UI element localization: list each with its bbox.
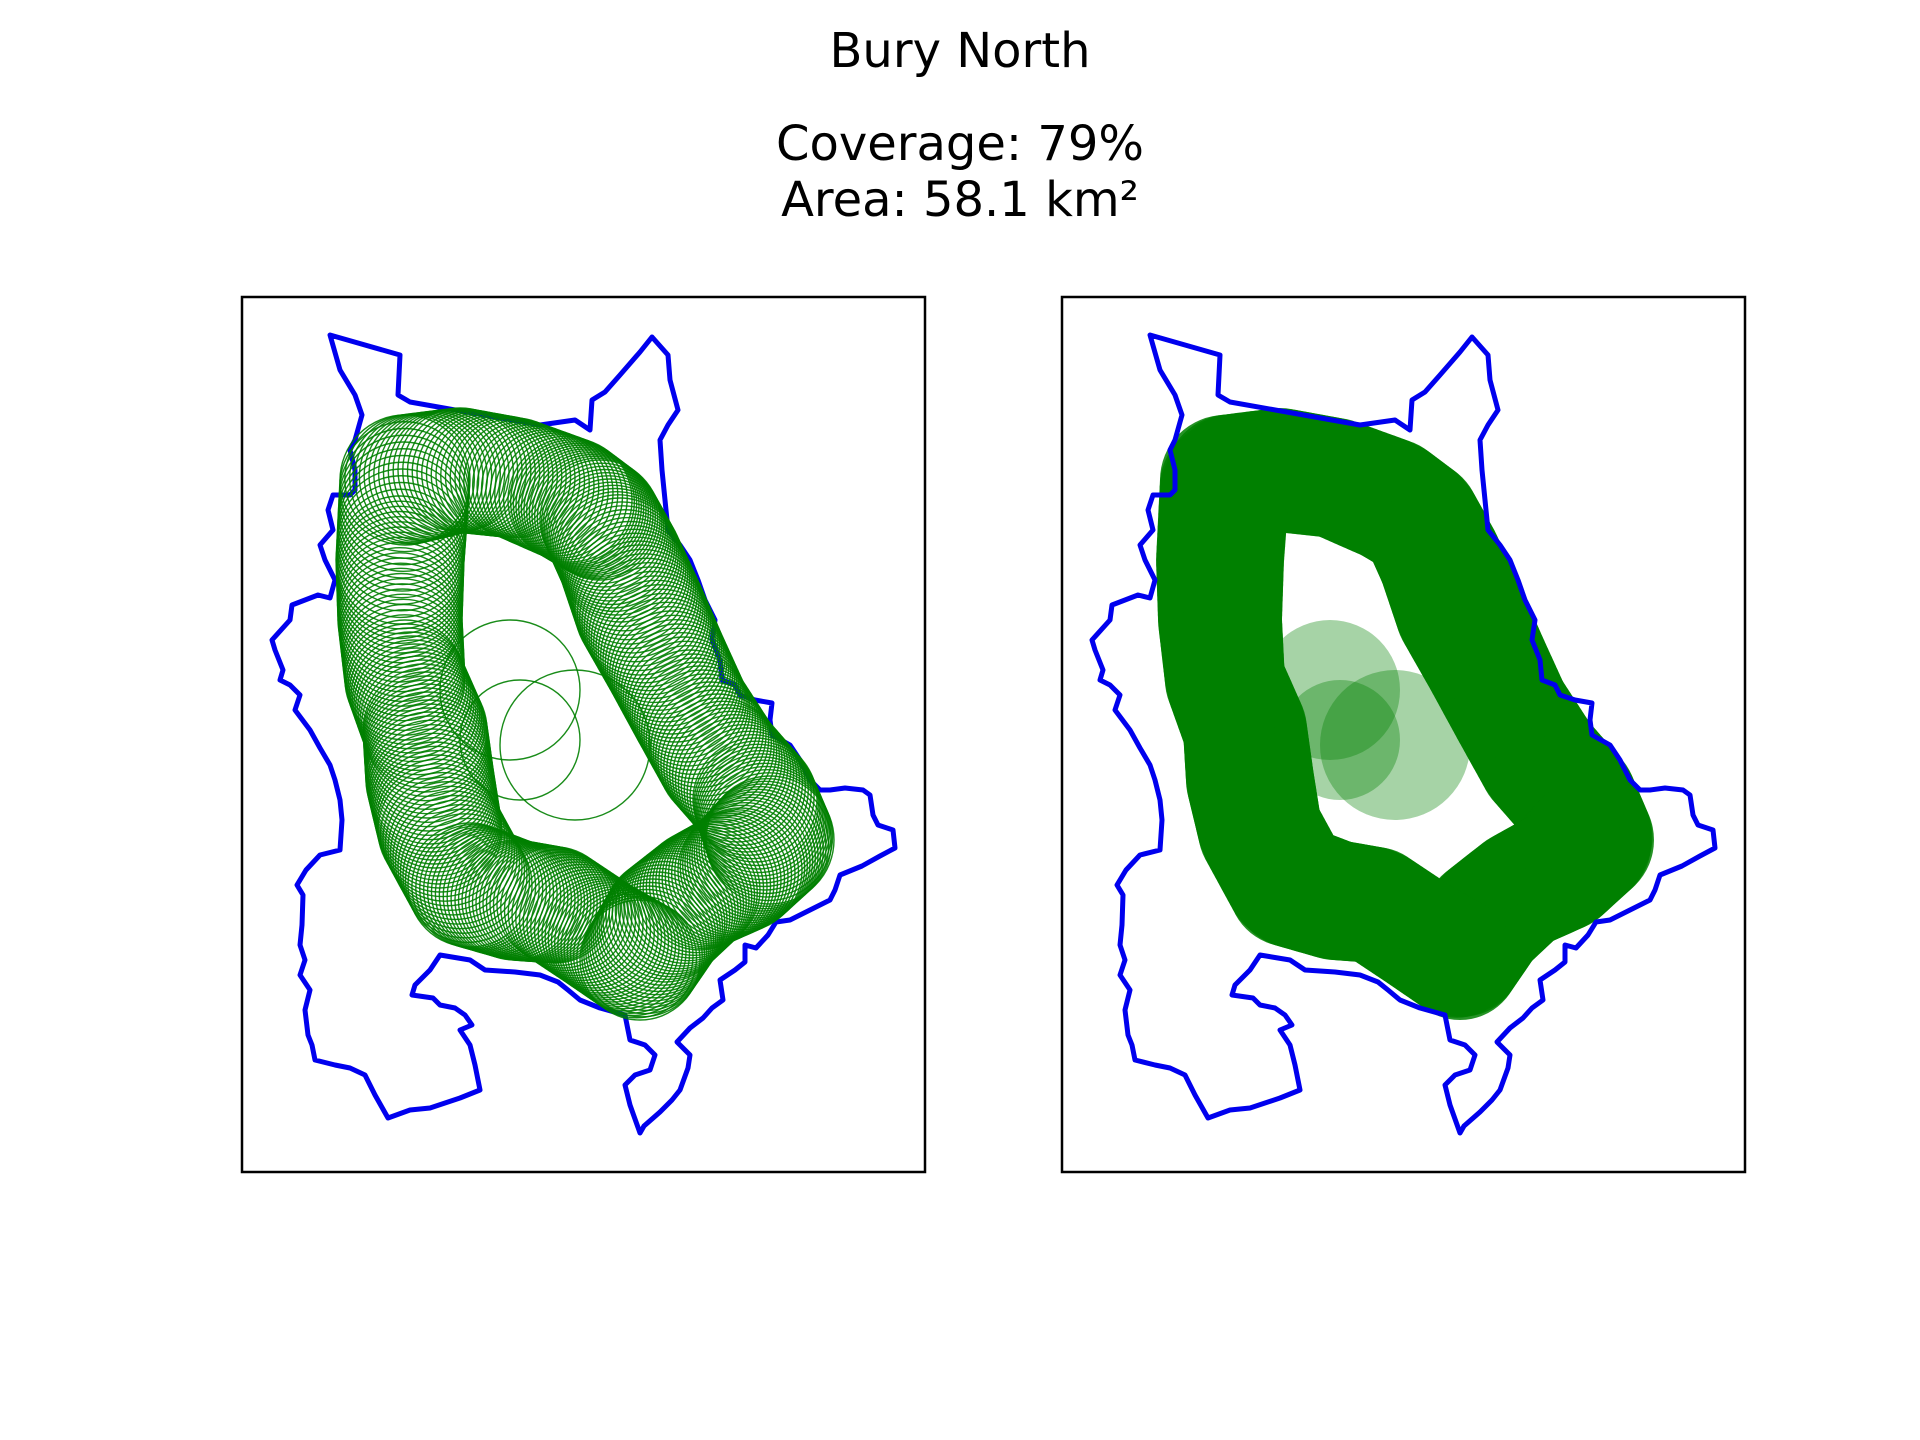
coverage-ring xyxy=(695,746,822,874)
coverage-ring xyxy=(626,838,750,962)
coverage-ring xyxy=(562,512,691,641)
coverage-ring xyxy=(411,823,537,949)
coverage-ring xyxy=(666,707,792,833)
coverage-ring xyxy=(692,737,818,863)
coverage-ring xyxy=(530,868,648,987)
coverage-ring xyxy=(528,451,652,575)
coverage-ring xyxy=(689,733,815,860)
coverage-ring xyxy=(643,673,767,797)
coverage-ring xyxy=(620,843,745,967)
coverage-disc-inner xyxy=(1260,620,1400,760)
constituency-boundary-right xyxy=(1089,332,1718,1136)
coverage-ring xyxy=(350,635,474,759)
coverage-disc xyxy=(1159,421,1290,552)
coverage-disc-inner xyxy=(1320,670,1470,820)
coverage-ring-inner xyxy=(499,669,651,821)
coverage-ring xyxy=(533,871,652,989)
coverage-ring xyxy=(509,439,636,565)
coverage-ring xyxy=(567,524,697,654)
coverage-ring xyxy=(531,453,654,577)
coverage-ring xyxy=(520,446,645,571)
coverage-ring xyxy=(498,433,624,559)
coverage-ring xyxy=(627,644,749,767)
coverage-ring xyxy=(631,653,754,776)
coverage-ring xyxy=(588,881,712,1005)
coverage-ring xyxy=(663,703,789,830)
panel-right-filled xyxy=(1060,295,1747,1174)
coverage-ring xyxy=(353,643,477,767)
coverage-ring xyxy=(560,887,680,1008)
coverage-ring xyxy=(655,820,779,944)
panel-left-outline xyxy=(240,295,927,1174)
coverage-ring xyxy=(507,437,633,563)
coverage-ring xyxy=(553,883,673,1003)
coverage-ring xyxy=(338,421,471,553)
coverage-ring xyxy=(615,623,740,747)
coverage-label: Coverage: 79% xyxy=(775,116,1145,172)
coverage-ring xyxy=(642,827,765,950)
coverage-ring xyxy=(702,777,833,908)
coverage-ring xyxy=(698,756,827,884)
coverage-ring xyxy=(614,847,739,973)
coverage-ring xyxy=(515,442,640,568)
coverage-ring xyxy=(602,857,728,983)
coverage-ring xyxy=(565,520,695,650)
coverage-circles-outline xyxy=(335,407,835,1021)
map-title: Bury North xyxy=(829,23,1091,79)
coverage-ring xyxy=(382,776,508,902)
area-label: Area: 58.1 km² xyxy=(781,172,1139,228)
coverage-ring xyxy=(691,791,819,919)
coverage-ring xyxy=(600,860,726,986)
coverage-ring xyxy=(700,780,830,910)
coverage-ring xyxy=(547,880,666,999)
coverage-ring xyxy=(618,627,742,751)
coverage-ring xyxy=(515,858,633,977)
coverage-ring-inner xyxy=(439,619,581,761)
coverage-ring xyxy=(697,753,825,881)
coverage-ring-inner xyxy=(459,679,581,801)
coverage-circles-filled xyxy=(1156,408,1654,1020)
coverage-ring xyxy=(407,822,533,948)
coverage-ring xyxy=(550,882,670,1001)
coverage-ring xyxy=(552,487,678,613)
coverage-ring xyxy=(517,444,643,569)
coverage-ring xyxy=(394,799,521,925)
coverage-ring xyxy=(696,749,824,877)
coverage-ring xyxy=(356,651,481,776)
coverage-disc-inner xyxy=(1280,680,1400,800)
coverage-ring xyxy=(546,475,670,599)
coverage-ring xyxy=(648,823,772,947)
coverage-ring xyxy=(561,509,689,636)
coverage-ring xyxy=(564,516,693,645)
coverage-ring xyxy=(605,854,731,981)
coverage-ring xyxy=(695,785,825,915)
